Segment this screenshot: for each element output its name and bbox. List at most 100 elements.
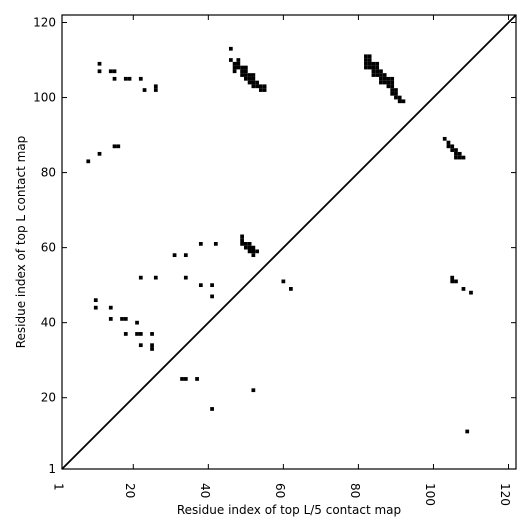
contact-point [371,65,376,70]
contact-point [120,317,124,321]
contact-point [153,275,158,280]
y-axis-label: Residue index of top L contact map [14,136,28,349]
y-tick-label: 1 [48,462,56,476]
contact-point [446,144,451,149]
contact-point [213,242,218,246]
contact-point [251,245,256,250]
contact-point [247,73,252,77]
contact-point [240,234,244,239]
contact-point [379,76,383,81]
contact-point [454,279,458,284]
x-tick-label: 20 [123,483,137,498]
contact-point [198,283,203,288]
contact-point [375,65,380,70]
contact-point [375,73,380,77]
contact-point [262,84,267,89]
contact-point [251,253,256,258]
contact-point [123,317,128,321]
contact-point [150,332,154,336]
contact-point [243,245,248,250]
contact-point [97,69,102,74]
contact-point [236,61,241,66]
contact-point [180,377,184,381]
contact-point [247,249,252,254]
contact-point [390,84,395,89]
contact-point [255,80,259,85]
contact-point [390,80,395,85]
contact-point [394,95,398,100]
contact-point [390,91,395,96]
y-tick-label: 60 [41,241,56,255]
contact-point [198,242,203,246]
x-axis-label: Residue index of top L/5 contact map [177,503,401,517]
y-tick-label: 40 [41,316,56,330]
contact-point [371,69,376,74]
contact-point [247,80,252,85]
contact-point [150,347,154,351]
contact-point [371,61,376,66]
contact-point [251,84,256,89]
contact-point [457,151,462,156]
contact-point [240,69,244,74]
contact-point [108,317,113,321]
plot-frame [61,14,517,470]
contact-point [247,76,252,81]
contact-point [262,88,267,92]
contact-point [386,76,391,81]
contact-point [153,88,158,92]
x-tick-label: 80 [348,483,362,498]
contact-point [401,99,406,104]
contact-point [232,69,237,74]
contact-point [454,151,458,156]
contact-point [255,249,259,254]
contact-point [367,58,372,62]
contact-point [172,253,177,258]
contact-points [86,46,473,434]
contact-point [228,46,233,51]
contact-point [450,144,455,149]
contact-point [465,429,470,434]
contact-point [371,73,376,77]
contact-point [454,148,458,152]
contact-point [446,140,451,145]
contact-point [382,76,387,81]
contact-point [236,65,241,70]
contact-point [240,238,244,242]
contact-point [112,144,117,149]
contact-point [379,69,383,74]
contact-point [240,65,244,70]
contact-point [394,91,398,96]
contact-point [112,76,117,81]
contact-point [112,69,117,74]
contact-point [183,377,188,381]
contact-point [364,65,368,70]
contact-point [183,275,188,280]
contact-point [375,69,380,74]
contact-point [281,279,286,284]
contact-point [258,88,263,92]
contact-point [251,249,256,254]
contact-point [251,73,256,77]
contact-point [450,275,455,280]
contact-point [251,76,256,81]
contact-point [367,65,372,70]
contact-point [382,73,387,77]
contact-point [210,294,214,299]
contact-point [243,76,248,81]
contact-point [386,84,391,89]
contact-point [386,80,391,85]
contact-point [289,287,293,291]
contact-point [135,332,139,336]
x-tick-label: 100 [423,483,437,506]
contact-point [382,80,387,85]
contact-point [364,54,368,59]
contact-point [243,242,248,246]
contact-point [379,73,383,77]
contact-point [390,88,395,92]
contact-point [93,305,98,310]
contact-point [108,305,113,310]
contact-point [442,136,447,141]
contact-point [390,76,395,81]
